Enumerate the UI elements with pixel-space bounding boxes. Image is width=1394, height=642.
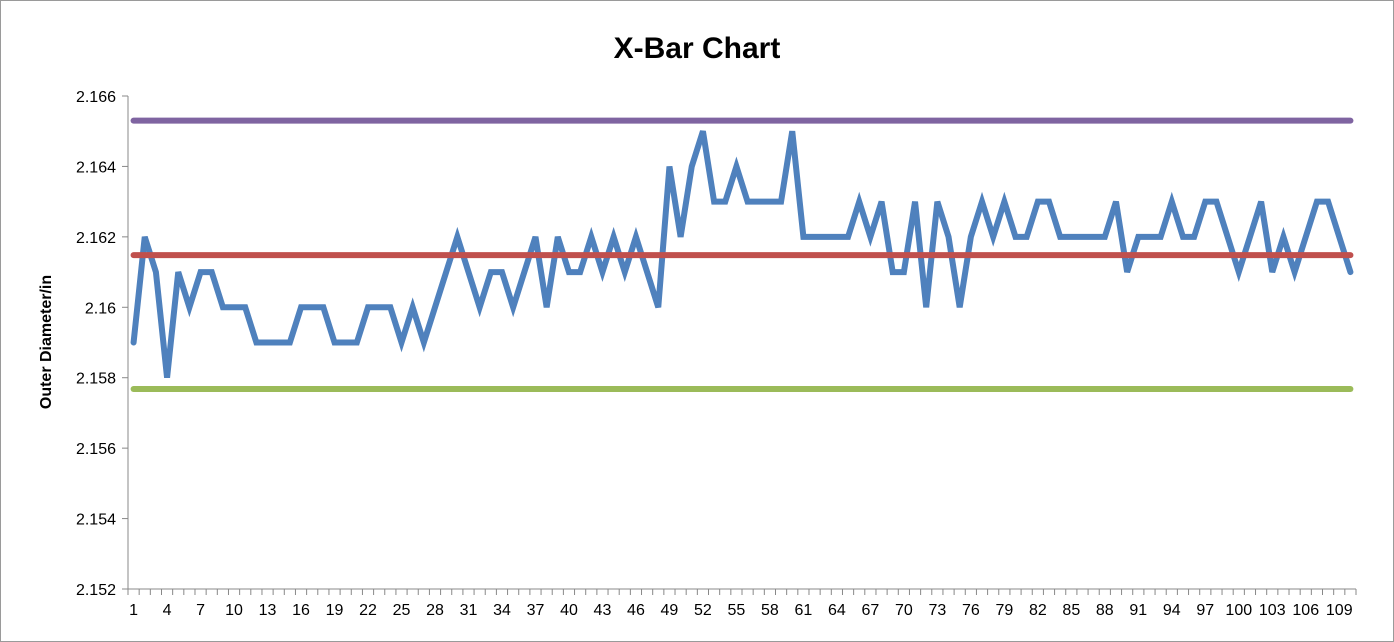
x-tick-label: 85 xyxy=(1062,602,1080,619)
x-tick-label: 7 xyxy=(196,602,205,619)
y-tick-label: 2.154 xyxy=(76,512,116,529)
x-tick-label: 91 xyxy=(1129,602,1147,619)
x-tick-label: 4 xyxy=(163,602,172,619)
x-tick-label: 70 xyxy=(895,602,913,619)
x-tick-label: 43 xyxy=(594,602,612,619)
x-tick-label: 76 xyxy=(962,602,980,619)
x-tick-label: 61 xyxy=(795,602,813,619)
x-tick-label: 73 xyxy=(928,602,946,619)
x-tick-label: 25 xyxy=(393,602,411,619)
x-tick-label: 13 xyxy=(259,602,277,619)
y-tick-label: 2.164 xyxy=(76,159,116,176)
x-tick-label: 55 xyxy=(728,602,746,619)
x-tick-label: 22 xyxy=(359,602,377,619)
y-tick-label: 2.162 xyxy=(76,230,116,247)
x-tick-label: 67 xyxy=(861,602,879,619)
y-tick-label: 2.16 xyxy=(85,300,116,317)
x-tick-label: 94 xyxy=(1163,602,1181,619)
x-tick-label: 64 xyxy=(828,602,846,619)
x-tick-label: 46 xyxy=(627,602,645,619)
y-tick-label: 2.166 xyxy=(76,89,116,106)
x-tick-label: 103 xyxy=(1259,602,1286,619)
x-tick-label: 34 xyxy=(493,602,511,619)
y-tick-label: 2.158 xyxy=(76,371,116,388)
y-tick-label: 2.152 xyxy=(76,582,116,599)
x-tick-label: 40 xyxy=(560,602,578,619)
x-tick-label: 10 xyxy=(225,602,243,619)
chart-title: X-Bar Chart xyxy=(614,32,781,65)
x-tick-label: 97 xyxy=(1196,602,1214,619)
series-line-0 xyxy=(130,130,1354,379)
x-tick-label: 31 xyxy=(460,602,478,619)
x-tick-label: 37 xyxy=(527,602,545,619)
y-axis-label: Outer Diameter/in xyxy=(38,275,55,409)
x-tick-label: 28 xyxy=(426,602,444,619)
x-tick-label: 100 xyxy=(1225,602,1252,619)
x-tick-label: 109 xyxy=(1326,602,1353,619)
x-tick-label: 82 xyxy=(1029,602,1047,619)
x-tick-label: 58 xyxy=(761,602,779,619)
x-tick-label: 19 xyxy=(326,602,344,619)
x-tick-label: 88 xyxy=(1096,602,1114,619)
x-tick-label: 106 xyxy=(1292,602,1319,619)
x-tick-label: 1 xyxy=(129,602,138,619)
x-tick-label: 79 xyxy=(995,602,1013,619)
x-tick-label: 16 xyxy=(292,602,310,619)
x-tick-label: 49 xyxy=(661,602,679,619)
y-tick-label: 2.156 xyxy=(76,441,116,458)
x-tick-label: 52 xyxy=(694,602,712,619)
